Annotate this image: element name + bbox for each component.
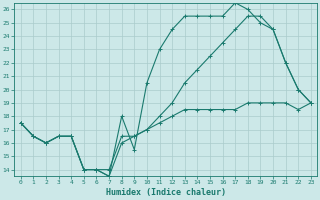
X-axis label: Humidex (Indice chaleur): Humidex (Indice chaleur) xyxy=(106,188,226,197)
